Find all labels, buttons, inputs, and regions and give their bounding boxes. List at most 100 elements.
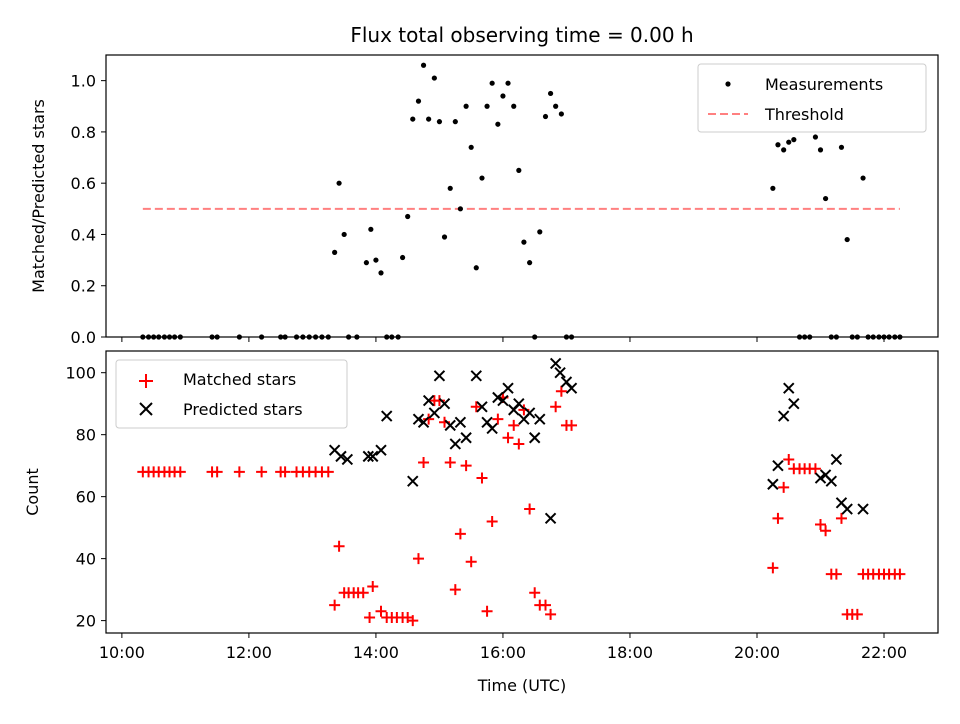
measurement-point	[527, 260, 533, 266]
predicted-star-point	[417, 416, 430, 428]
measurement-point	[537, 229, 543, 235]
matched-star-point	[444, 457, 456, 469]
legend-threshold-label: Threshold	[764, 105, 844, 124]
predicted-star-point	[470, 370, 482, 382]
measurement-point	[468, 144, 474, 150]
matched-star-point	[333, 540, 345, 552]
predicted-star-point	[438, 397, 451, 410]
measurement-point	[770, 185, 776, 191]
predicted-star-point	[407, 475, 419, 487]
count-y-axis: 20 40 60 80 100	[65, 364, 106, 631]
predicted-star-point	[341, 453, 354, 466]
matched-star-point	[364, 612, 376, 624]
measurement-point	[473, 265, 479, 271]
predicted-star-point	[841, 503, 853, 515]
legend-matched-marker	[139, 374, 153, 388]
x-tick-label: 10:00	[99, 643, 145, 662]
matched-star-point	[550, 401, 562, 413]
measurement-point	[484, 103, 490, 109]
matched-star-point	[545, 608, 557, 620]
matched-star-point	[783, 453, 795, 465]
measurement-point	[521, 239, 527, 245]
matched-star-point	[486, 515, 498, 527]
matched-star-point	[454, 528, 466, 540]
ratio-legend: Measurements Threshold	[697, 63, 927, 133]
predicted-star-point	[513, 397, 525, 410]
matched-star-point	[329, 599, 341, 611]
y-tick-label: 0.2	[71, 277, 96, 296]
measurement-point	[489, 80, 495, 86]
matched-star-point	[476, 472, 488, 484]
predicted-star-point	[814, 472, 827, 484]
measurement-point	[426, 116, 432, 122]
matched-star-point	[449, 584, 461, 596]
matched-star-point	[566, 419, 578, 431]
x-axis-label: Time (UTC)	[477, 676, 566, 695]
measurement-point	[332, 249, 338, 255]
predicted-star-point	[783, 382, 795, 394]
matched-star-point	[433, 395, 445, 407]
matched-star-point	[322, 466, 334, 478]
predicted-star-point	[502, 382, 514, 394]
measurement-point	[516, 167, 522, 173]
matched-star-point	[778, 481, 790, 493]
measurement-point	[553, 103, 559, 109]
measurement-point	[399, 254, 406, 261]
matched-star-point	[174, 466, 186, 478]
ratio-axes-frame	[105, 54, 939, 338]
measurement-point	[415, 98, 422, 104]
measurement-point	[775, 142, 781, 148]
x-tick-label: 14:00	[353, 643, 399, 662]
matched-star-point	[508, 419, 520, 431]
y-tick-label: 80	[76, 426, 96, 445]
measurement-point	[410, 116, 416, 122]
measurement-point	[791, 137, 797, 143]
measurement-point	[431, 75, 437, 81]
measurement-point	[558, 111, 564, 117]
measurement-point	[547, 90, 554, 97]
predicted-star-point	[449, 438, 462, 450]
predicted-star-point	[788, 397, 800, 410]
measurement-point	[336, 180, 342, 186]
y-tick-label: 100	[65, 364, 96, 383]
predicted-star-point	[544, 512, 557, 525]
ratio-y-axis: 0.0 0.2 0.4 0.6 0.8 1.0	[71, 72, 106, 347]
measurement-point	[341, 231, 347, 238]
predicted-star-point	[772, 459, 784, 472]
y-tick-label: 20	[76, 612, 96, 631]
y-tick-label: 0.6	[71, 174, 96, 193]
legend-matched-label: Matched stars	[183, 370, 296, 389]
ratio-legend-box	[697, 63, 927, 133]
predicted-star-point	[412, 413, 425, 425]
predicted-star-point	[367, 450, 379, 463]
predicted-star-point	[528, 432, 541, 444]
y-tick-label: 0.4	[71, 225, 96, 244]
ratio-y-axis-label: Matched/Predicted stars	[29, 99, 48, 293]
x-tick-label: 20:00	[734, 643, 780, 662]
matched-star-point	[772, 512, 784, 524]
predicted-star-point	[554, 366, 566, 379]
legend-measurements-label: Measurements	[765, 75, 883, 94]
legend-predicted-label: Predicted stars	[183, 400, 303, 419]
y-tick-label: 40	[76, 550, 96, 569]
measurement-point	[378, 270, 384, 276]
count-legend: Matched stars Predicted stars	[115, 359, 348, 429]
measurement-point	[457, 206, 463, 212]
measurement-point	[505, 80, 511, 86]
matched-star-point	[830, 568, 842, 580]
predicted-star-point	[523, 407, 536, 419]
measurement-point	[511, 103, 517, 109]
predicted-star-point	[534, 413, 546, 425]
predicted-star-point	[767, 478, 779, 490]
ratio-panel: 0.0 0.2 0.4 0.6 0.8 1.0 Matched/Predicted sta…	[29, 54, 939, 347]
count-legend-box	[115, 359, 348, 429]
matched-star-point	[407, 615, 419, 627]
matched-star-point	[529, 587, 541, 599]
matched-star-point	[513, 438, 525, 450]
x-tick-label: 22:00	[861, 643, 907, 662]
predicted-star-point	[486, 422, 498, 435]
matched-star-point	[375, 605, 387, 617]
predicted-star-point	[492, 391, 504, 404]
count-plot-area	[137, 357, 906, 627]
